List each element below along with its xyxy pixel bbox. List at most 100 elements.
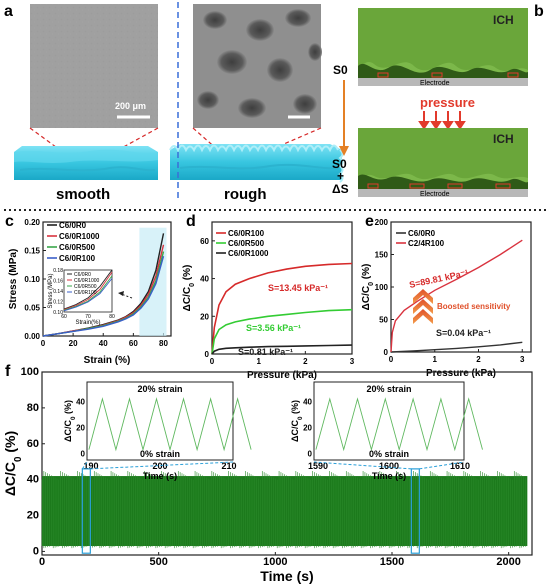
series-line — [211, 308, 353, 355]
y-tick-label: 0.15 — [24, 247, 40, 256]
y-tick-label: 40 — [200, 275, 209, 284]
panel-letter: e — [365, 213, 374, 230]
chart-c: 0 20 40 60 80 0.00 0.05 0.10 0.15 0.20 Strain (%) S… — [5, 213, 172, 366]
y-axis-label: ΔC/C0 (%) — [182, 265, 196, 312]
ich-bottom-label: ICH — [493, 132, 514, 146]
annotation-s-low: S=0.04 kPa⁻¹ — [436, 328, 491, 338]
y-tick-label: 20 — [200, 312, 209, 321]
x-tick-label: 0 — [39, 556, 45, 568]
x-axis-label: Pressure (kPa) — [247, 370, 317, 381]
y-tick-label: 0.00 — [24, 332, 40, 341]
y-tick-label: 0 — [384, 348, 389, 357]
y-tick-label: 0.10 — [24, 275, 40, 284]
x-tick-label: 500 — [149, 556, 167, 568]
x-tick-label: 0 — [210, 357, 215, 366]
inset-title: 20% strain — [137, 384, 182, 394]
inset-legend-label: C6/0R0 — [74, 272, 91, 278]
inset-x-tick-label: 1600 — [379, 461, 399, 471]
zoom-connector — [90, 461, 234, 470]
plot-frame — [41, 371, 533, 556]
legend-label: C6/0R0 — [59, 221, 87, 230]
legend-label: C6/0R1000 — [228, 249, 269, 258]
y-tick-label: 50 — [379, 316, 388, 325]
x-tick-label: 20 — [69, 339, 78, 348]
ich-layer-top — [358, 8, 528, 71]
x-tick-label: 1 — [433, 355, 438, 364]
inset-series-line — [63, 271, 113, 311]
y-tick-label: 150 — [375, 251, 389, 260]
legend-label: C6/0R500 — [59, 243, 96, 252]
x-axis-label: Pressure (kPa) — [426, 368, 496, 379]
legend-label: C6/0R100 — [59, 254, 96, 263]
legend-label: C6/0R100 — [228, 229, 265, 238]
inset-series-line — [63, 275, 113, 311]
y-tick-label: 80 — [27, 402, 39, 414]
x-tick-label: 1500 — [380, 556, 404, 568]
chart-e: 0 1 2 3 0 50 100 150 200 Pressure (kPa) ΔC/C0 (%) e… — [361, 213, 532, 379]
inset-y-tick-label: 0.18 — [53, 268, 63, 274]
panel-a: a 200 μm — [4, 3, 344, 203]
electrode-bottom-label: Electrode — [420, 191, 450, 198]
chart-f-inset: 20% strain 0% strain 1590 1600 1610 0 20 40 Time… — [290, 381, 483, 481]
y-tick-label: 0.05 — [24, 304, 40, 313]
zoom-connector — [419, 461, 465, 470]
chart-d: 0 1 2 3 0 20 40 60 Pressure (kPa) ΔC/C0 (%) d C6/0R… — [182, 213, 355, 381]
y-tick-label: 40 — [27, 474, 39, 486]
legend-label: C6/0R500 — [228, 239, 265, 248]
panel-a-letter: a — [4, 3, 13, 20]
plus-label: + — [337, 169, 344, 183]
inset-y-axis-label: ΔC/C0 (%) — [63, 400, 77, 442]
y-tick-label: 0 — [205, 350, 210, 359]
inset-signal — [315, 397, 483, 452]
x-tick-label: 2000 — [496, 556, 520, 568]
inset-legend-label: C6/0R100 — [74, 290, 97, 296]
chart-c-inset: 60 70 80 0.10 0.12 0.14 0.16 0.18 Strain(%) Stres… — [48, 268, 115, 326]
inset-legend-label: C6/0R500 — [74, 284, 97, 290]
smooth-slab — [14, 146, 158, 180]
inset-y-tick-label: 0.12 — [53, 300, 63, 306]
x-tick-label: 1 — [256, 357, 261, 366]
inset-y-axis-label: ΔC/C0 (%) — [290, 400, 304, 442]
inset-series-line — [63, 278, 113, 312]
electrode-bottom — [358, 189, 528, 197]
inset-frame — [313, 381, 465, 461]
inset-y-tick-label: 0.16 — [53, 279, 63, 285]
legend-label: C2/4R100 — [408, 239, 445, 248]
zoom-highlight-box — [410, 468, 420, 554]
inset-y-tick-label: 0.14 — [53, 289, 63, 295]
smooth-label: smooth — [56, 186, 110, 203]
x-tick-label: 2 — [476, 355, 481, 364]
inset-y-tick-label: 40 — [76, 398, 85, 407]
panel-b: b Electrode ICH S0 pressure Electrode IC… — [332, 3, 544, 198]
panel-letter: d — [186, 213, 196, 230]
y-tick-label: 0 — [33, 545, 39, 557]
inset-x-tick-label: 80 — [109, 314, 115, 320]
x-tick-label: 0 — [41, 339, 46, 348]
x-axis-label: Time (s) — [260, 568, 313, 584]
inset-y-tick-label: 0 — [308, 450, 313, 459]
inset-series-line — [63, 269, 113, 310]
x-tick-label: 2 — [303, 357, 308, 366]
zoom-connector — [81, 461, 88, 470]
pressure-label: pressure — [420, 95, 475, 110]
x-tick-label: 60 — [129, 339, 138, 348]
inset-y-tick-label: 40 — [303, 398, 312, 407]
y-tick-label: 100 — [21, 366, 39, 378]
x-axis-label: Strain (%) — [84, 355, 131, 366]
electrode-top-label: Electrode — [420, 80, 450, 87]
annotation-s-low: S=0.81 kPa⁻¹ — [238, 347, 293, 357]
inset-frame — [63, 269, 113, 313]
inset-x-tick-label: 1590 — [308, 461, 328, 471]
inset-x-tick-label: 60 — [61, 314, 67, 320]
electrode-top — [358, 78, 528, 86]
inset-legend-label: C6/0R1000 — [74, 278, 100, 284]
inset-x-tick-label: 200 — [152, 461, 167, 471]
x-tick-label: 3 — [520, 355, 525, 364]
legend-label: C6/0R0 — [408, 229, 436, 238]
inset-y-tick-label: 0 — [81, 450, 86, 459]
y-tick-label: 0.20 — [24, 218, 40, 227]
chart-f-inset: 20% strain 0% strain 190 200 210 0 20 40 Time (s… — [63, 381, 252, 481]
pressure-arrows — [418, 111, 466, 130]
